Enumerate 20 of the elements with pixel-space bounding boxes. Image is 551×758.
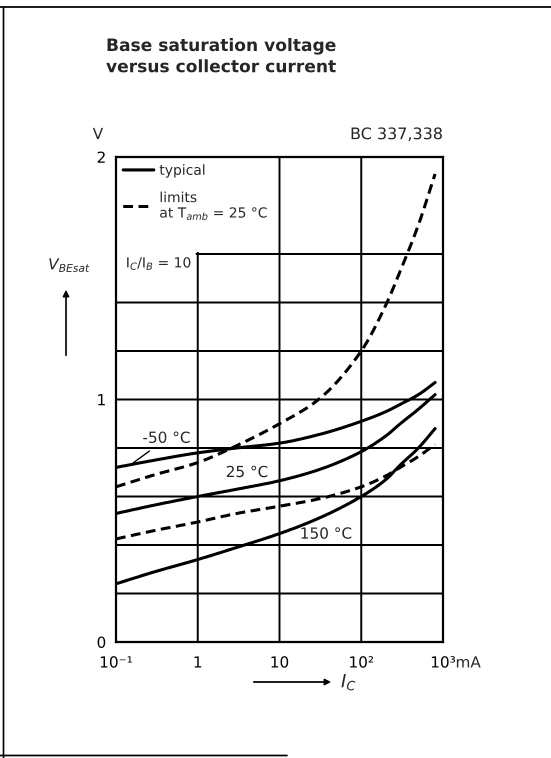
x-tick-label: 10² [350,656,374,668]
y-tick-label: 0 [98,636,106,648]
annotation: I$_{C}$/I$_{B}$ = 10 [127,257,190,270]
annotation: 150 °C [301,527,352,539]
text: V [92,128,104,139]
text: BC 337,338 [352,127,442,142]
x-tick-label: 10³ [432,656,456,668]
annotation: 25 °C [226,466,268,478]
x-tick-label: 1 [194,656,202,668]
y-tick-label: 1 [98,394,105,406]
x-tick-label: 10 [271,656,288,668]
x-axis-title: I$_{C}$ [341,674,356,690]
chart-title: Base saturation voltage versus collector current [106,38,336,72]
x-tick-label: 10⁻¹ [100,656,132,668]
text: mA [456,656,481,668]
legend-label: limits at T$_{amb}$ = 25 °C [160,192,267,220]
annotation: -50 °C [143,431,190,444]
legend-label: typical [160,164,204,178]
y-tick-label: 2 [98,151,105,163]
y-axis-title: V$_{BEsat}$ [49,258,90,272]
